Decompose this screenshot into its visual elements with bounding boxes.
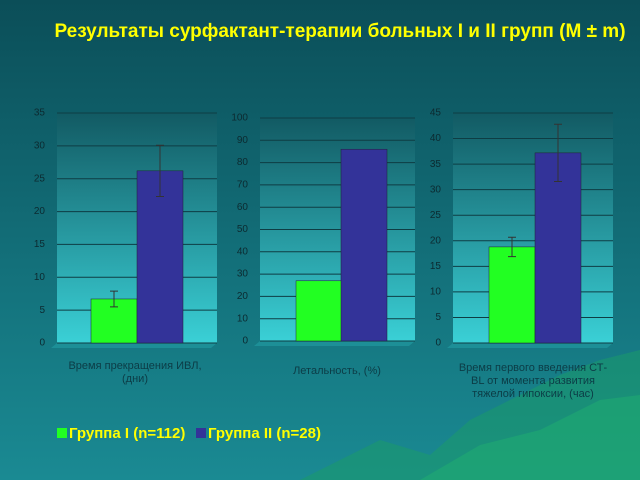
- y-tick-label: 20: [430, 235, 442, 246]
- y-tick-label: 50: [237, 224, 249, 235]
- legend-swatch: [57, 428, 67, 438]
- x-axis-label: Время прекращения ИВЛ, (дни): [68, 360, 202, 385]
- x-axis-label: Летальность, (%): [293, 365, 381, 377]
- legend-label: Группа II (n=28): [208, 425, 321, 442]
- hill: [420, 395, 640, 480]
- bar: [488, 246, 536, 344]
- legend-label: Группа I (n=112): [69, 425, 186, 442]
- y-tick-label: 10: [34, 272, 46, 283]
- error-bar: [554, 123, 562, 182]
- y-tick-label: 10: [430, 287, 442, 298]
- y-tick-label: 40: [430, 133, 442, 144]
- error-bar: [508, 236, 516, 258]
- y-tick-label: 0: [242, 336, 248, 347]
- bar: [340, 148, 388, 342]
- y-tick-label: 45: [430, 108, 442, 119]
- y-tick-label: 5: [435, 312, 441, 323]
- plot-floor: [51, 343, 217, 348]
- legend-swatch: [196, 428, 206, 438]
- y-tick-label: 35: [430, 159, 442, 170]
- y-tick-label: 35: [34, 108, 46, 119]
- x-axis-label: Время первого введения СТ-BL от момента …: [458, 362, 608, 400]
- y-tick-label: 25: [430, 210, 442, 221]
- y-tick-label: 80: [237, 157, 249, 168]
- error-bar: [156, 144, 164, 197]
- y-tick-label: 100: [231, 113, 248, 124]
- y-tick-label: 90: [237, 135, 249, 146]
- y-tick-label: 60: [237, 202, 249, 213]
- y-tick-label: 40: [237, 246, 249, 257]
- y-tick-label: 25: [34, 173, 46, 184]
- y-tick-label: 15: [34, 239, 46, 250]
- slide-title: Результаты сурфактант-терапии больных I …: [54, 21, 626, 42]
- error-bar: [110, 290, 118, 308]
- y-tick-label: 5: [39, 305, 45, 316]
- y-tick-label: 70: [237, 180, 249, 191]
- bar: [534, 152, 582, 344]
- y-tick-label: 15: [430, 261, 442, 272]
- y-tick-label: 30: [237, 269, 249, 280]
- plot-floor: [254, 341, 415, 346]
- y-tick-label: 20: [34, 206, 46, 217]
- y-tick-label: 10: [237, 313, 249, 324]
- y-tick-label: 30: [430, 184, 442, 195]
- y-tick-label: 0: [435, 338, 441, 349]
- plot-floor: [447, 343, 613, 348]
- y-tick-label: 0: [39, 338, 45, 349]
- y-tick-label: 20: [237, 291, 249, 302]
- y-tick-label: 30: [34, 140, 46, 151]
- bar: [295, 280, 343, 342]
